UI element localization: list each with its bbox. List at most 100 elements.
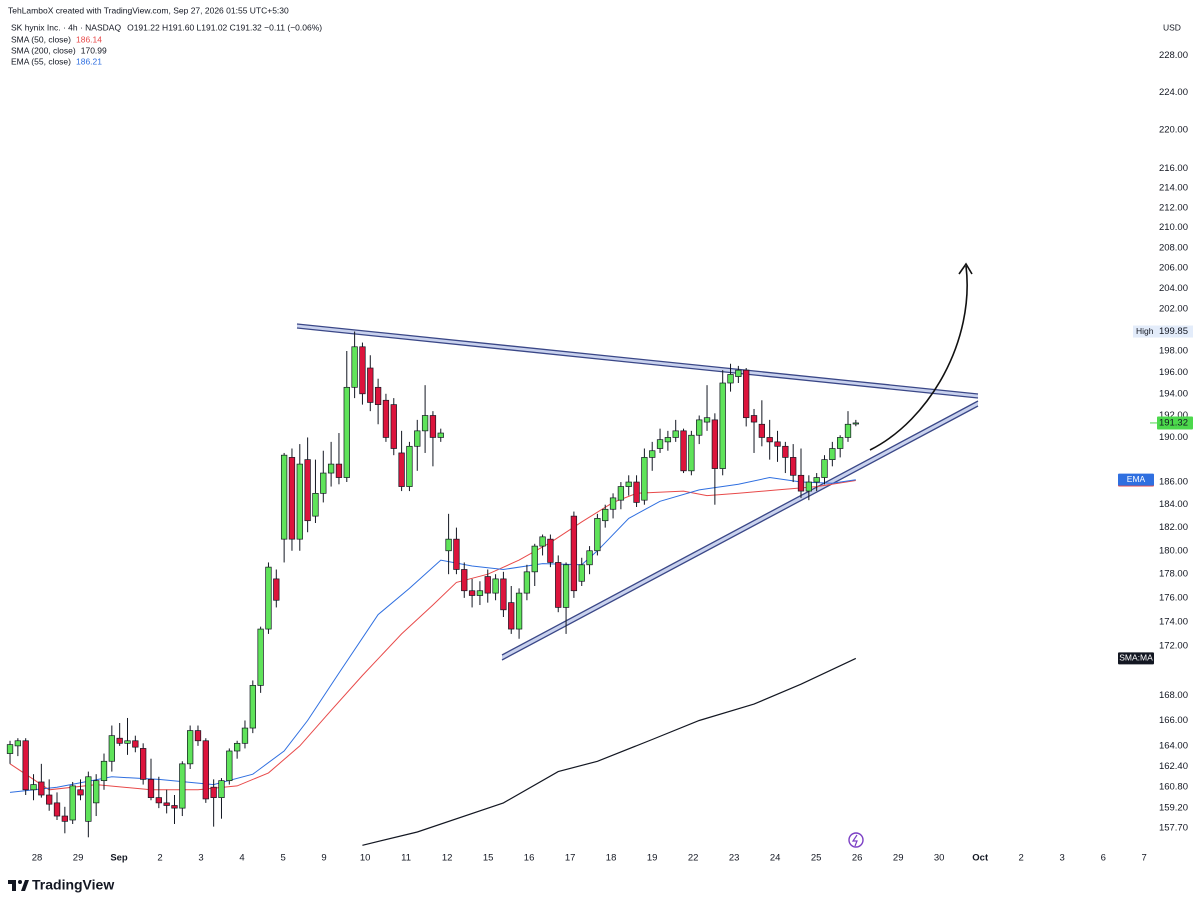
candle-body (429, 415, 437, 438)
candle-body (562, 564, 570, 608)
candle-body (320, 472, 327, 494)
candle-body (468, 590, 476, 596)
candle-body (163, 802, 170, 806)
series-badge-box (1118, 652, 1154, 665)
candle-body (500, 578, 507, 611)
y-tick-label: 184.00 (1159, 499, 1188, 510)
candle-body (335, 463, 343, 478)
support-line (501, 400, 979, 656)
legend-value: 186.21 (76, 56, 102, 66)
y-tick-label: 174.00 (1159, 616, 1188, 627)
y-tick-label: 176.00 (1159, 592, 1188, 603)
candle-body (586, 550, 593, 566)
candle-body (6, 744, 14, 754)
y-tick-label: 204.00 (1159, 283, 1188, 294)
candle-body (782, 445, 789, 458)
candle-body (821, 459, 828, 478)
x-tick-label: 3 (198, 853, 203, 864)
y-tick-label: 166.00 (1159, 715, 1188, 726)
candle-body (46, 794, 53, 805)
indicator-line (362, 657, 857, 846)
candle-body (108, 735, 115, 762)
high-label: High (1136, 326, 1154, 336)
resistance-line (296, 327, 979, 399)
candle-body (390, 404, 397, 449)
candle-body (249, 685, 256, 729)
candle-body (171, 805, 178, 809)
candle-body (14, 740, 22, 747)
y-tick-label: 220.00 (1159, 125, 1188, 136)
x-tick-label: 22 (688, 853, 699, 864)
candle-body (805, 481, 812, 492)
candle-body (132, 740, 139, 748)
candle-body (179, 763, 186, 809)
high-value: 199.85 (1159, 326, 1188, 337)
y-tick-label: 180.00 (1159, 545, 1188, 556)
candle-body (774, 441, 781, 447)
candle-body (414, 430, 421, 447)
x-tick-label: Oct (972, 853, 989, 864)
candle-body (680, 430, 687, 472)
candle-body (257, 628, 264, 686)
candle-body (688, 434, 695, 472)
x-tick-label: 4 (239, 853, 244, 864)
candle-body (837, 437, 844, 449)
x-tick-label: 7 (1142, 853, 1147, 864)
candle-body (844, 423, 852, 438)
y-tick-label: 192.00 (1159, 410, 1188, 421)
candle-body (641, 457, 648, 501)
candle-body (116, 737, 123, 744)
candle-body (100, 760, 108, 782)
y-tick-label: 194.00 (1159, 388, 1188, 399)
drawings (296, 262, 979, 848)
candle-body (22, 740, 29, 791)
event-icon[interactable] (848, 832, 864, 848)
y-tick-label: 206.00 (1159, 263, 1188, 274)
candle-body (523, 571, 531, 594)
x-tick-label: Sep (110, 853, 128, 864)
candle-body (140, 748, 147, 780)
x-tick-label: 5 (280, 853, 285, 864)
y-tick-label: 186.00 (1159, 477, 1188, 488)
candle-body (578, 564, 585, 582)
candle-body (790, 457, 797, 476)
y-tick-label: 182.00 (1159, 522, 1188, 533)
candle-body (69, 785, 76, 821)
legend-name: SMA (200, close) (11, 45, 76, 55)
candle-body (547, 538, 554, 563)
candle-body (766, 437, 773, 443)
candle-body (280, 454, 288, 540)
candle-body (312, 492, 319, 517)
x-tick-label: 29 (73, 853, 84, 864)
x-tick-label: 15 (483, 853, 494, 864)
candle-body (187, 730, 194, 765)
candle-body (155, 797, 162, 804)
support-fill (502, 401, 978, 660)
x-tick-label: 28 (32, 853, 43, 864)
candle-body (304, 459, 311, 522)
logo-mark (8, 880, 16, 891)
candle-body (93, 780, 100, 804)
candle-body (750, 415, 758, 423)
symbol: SK hynix Inc. · 4h · NASDAQ (11, 22, 121, 32)
candle-body (421, 415, 429, 432)
candle-body (515, 592, 523, 630)
legend-value: 170.99 (81, 45, 107, 55)
y-tick-label: 164.00 (1159, 740, 1188, 751)
resistance-fill (297, 324, 978, 398)
x-tick-label: 10 (360, 853, 371, 864)
x-tick-label: 26 (852, 853, 863, 864)
candle-body (265, 566, 272, 630)
candle-body (273, 578, 280, 601)
y-tick-label: 228.00 (1159, 50, 1188, 61)
high-box (1133, 325, 1193, 338)
candle-body (77, 789, 84, 796)
ohlc: O191.22 H191.60 L191.02 C191.32 −0.11 (−… (127, 22, 322, 32)
candle-body (359, 346, 366, 395)
candle-body (727, 374, 734, 384)
candle-body (445, 538, 452, 552)
y-tick-label: 216.00 (1159, 163, 1188, 174)
y-tick-label: 168.00 (1159, 690, 1188, 701)
x-tick-label: 30 (934, 853, 945, 864)
